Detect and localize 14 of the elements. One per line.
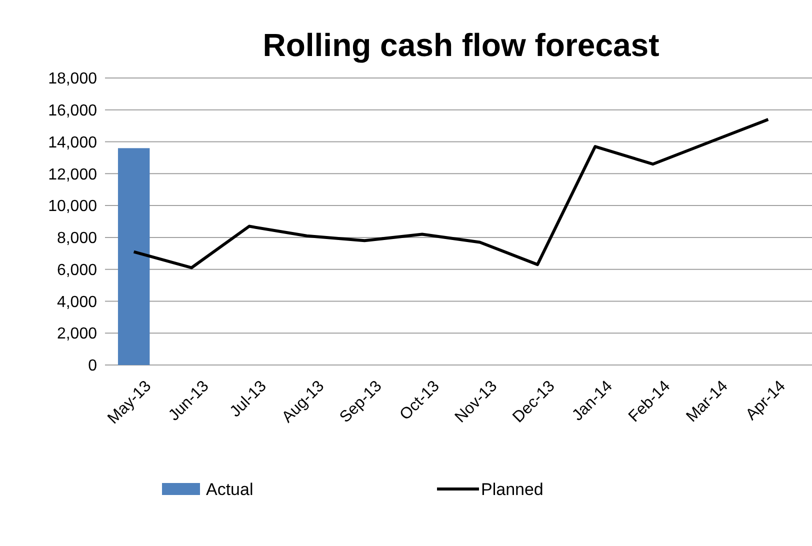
chart-title: Rolling cash flow forecast [262,27,660,63]
y-tick-label: 14,000 [48,134,98,152]
y-tick-label: 18,000 [48,70,98,88]
legend-label: Planned [481,480,544,499]
y-tick-label: 2,000 [56,326,98,343]
y-tick-label: 4,000 [56,294,98,311]
legend-label: Actual [206,480,254,499]
line-series [132,118,770,270]
y-tick-label: 10,000 [48,198,98,216]
y-tick-label: 16,000 [48,102,98,120]
y-tick-label: 8,000 [56,230,98,248]
y-tick-label: 0 [88,358,98,375]
y-tick-label: 12,000 [48,166,98,184]
y-tick-label: 6,000 [56,262,98,279]
